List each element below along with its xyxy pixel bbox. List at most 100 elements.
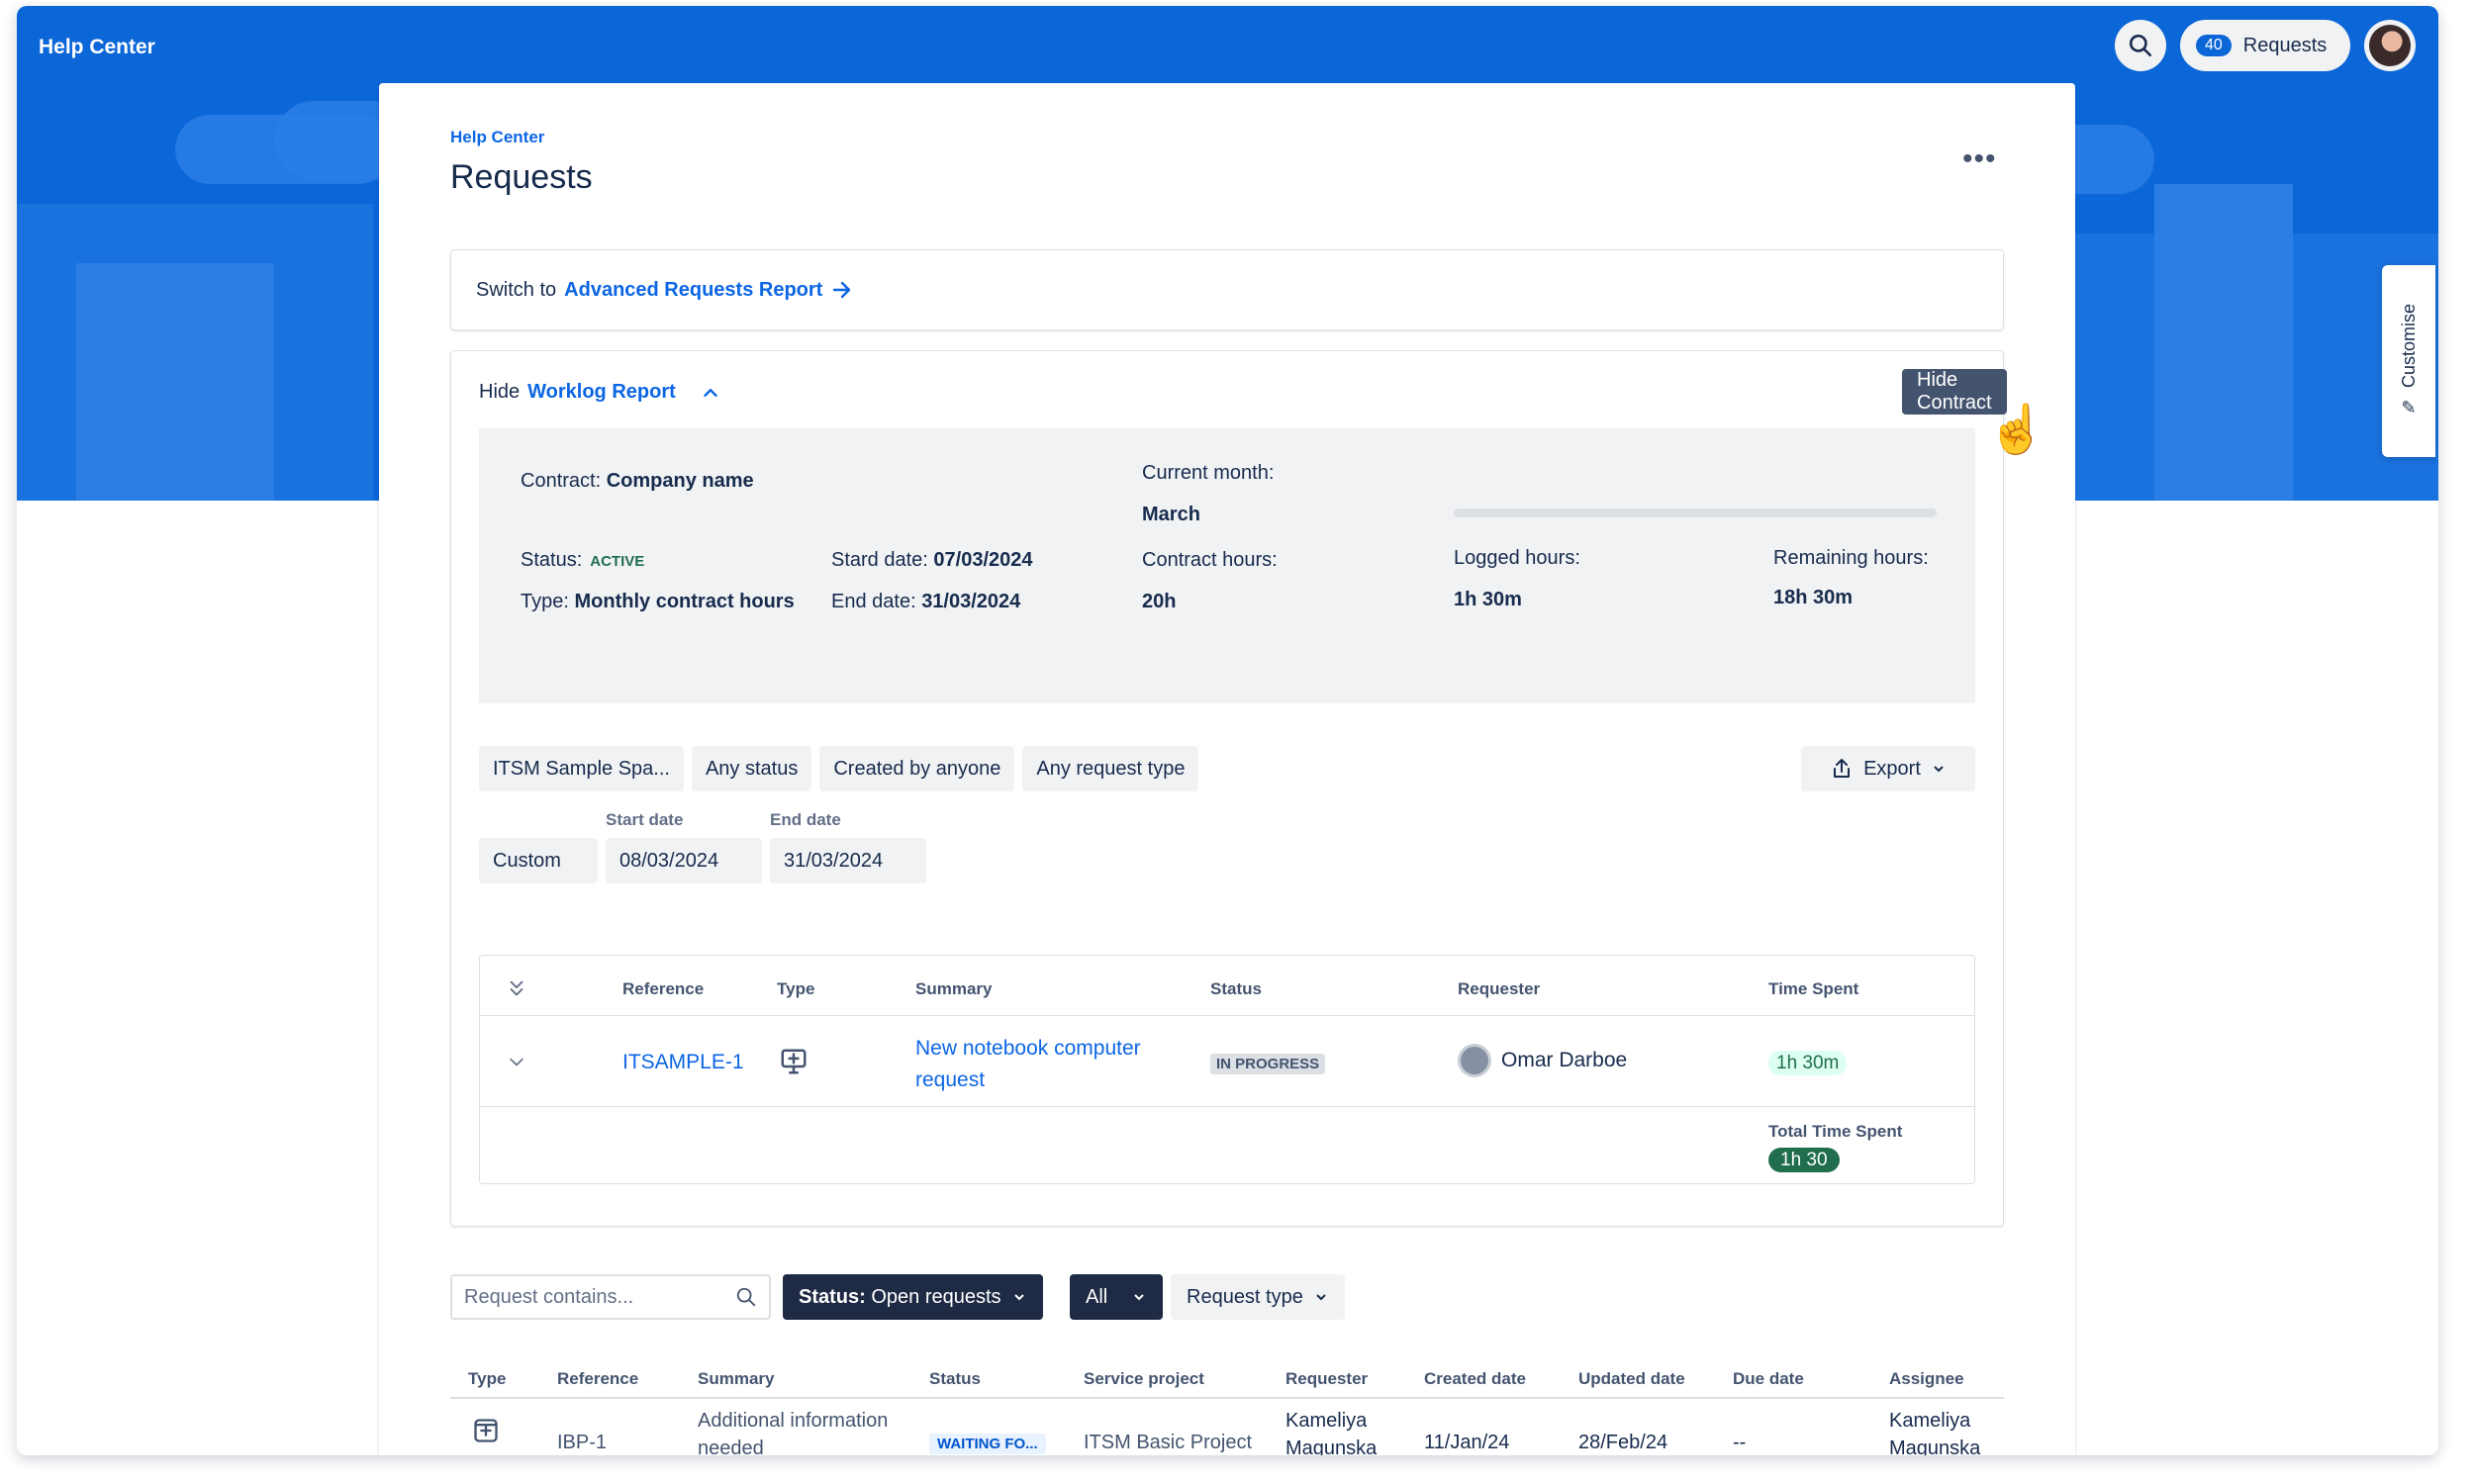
- summary-line-1: Additional information: [698, 1410, 889, 1432]
- status-filter-label: Status:: [799, 1285, 866, 1308]
- summary-line-2: request: [915, 1068, 986, 1091]
- col-status: Status: [929, 1369, 981, 1388]
- contract-hours-label: Contract hours:: [1142, 549, 1278, 571]
- customise-tab[interactable]: Customise ✎: [2382, 265, 2435, 457]
- row-reference-link[interactable]: ITSAMPLE-1: [622, 1051, 744, 1073]
- brand-title[interactable]: Help Center: [39, 36, 155, 58]
- chevron-up-icon[interactable]: [698, 382, 723, 404]
- worklog-panel: Hide Worklog Report Hide Contract ☝ Cont…: [450, 350, 2046, 1227]
- request-created: 11/Jan/24: [1424, 1432, 1510, 1453]
- status-dropdown[interactable]: Status: Open requests: [783, 1274, 1043, 1320]
- col-type: Type: [468, 1369, 507, 1388]
- contract-summary: Contract: Company name Status: ACTIVE Typ…: [479, 428, 1975, 703]
- col-summary: Summary: [915, 979, 993, 998]
- breadcrumb[interactable]: Help Center: [450, 128, 545, 146]
- search-button[interactable]: [2115, 20, 2166, 71]
- main-card: Help Center Requests ••• Switch to Advan…: [379, 83, 2075, 1455]
- requests-header-divider: [450, 1397, 2004, 1399]
- search-icon: [736, 1287, 756, 1307]
- export-button[interactable]: Export: [1801, 746, 1975, 791]
- hide-contract-button[interactable]: Hide Contract: [1902, 369, 2007, 415]
- customise-label: Customise: [2398, 303, 2419, 389]
- status-filter[interactable]: Any status: [691, 746, 812, 791]
- start-date-caption: Start date: [606, 810, 684, 829]
- chevron-down-icon[interactable]: [506, 1053, 527, 1072]
- request-type-dropdown[interactable]: Request type: [1171, 1274, 1345, 1320]
- date-range-row: Custom 08/03/2024 31/03/2024: [479, 838, 926, 883]
- col-reference: Reference: [622, 979, 705, 998]
- requests-button[interactable]: 40 Requests: [2180, 20, 2350, 71]
- all-dropdown[interactable]: All: [1070, 1274, 1164, 1320]
- header-divider: [480, 1015, 1974, 1016]
- chevron-down-icon: [1013, 1294, 1024, 1301]
- end-date-input[interactable]: 31/03/2024: [770, 838, 926, 883]
- arrow-right-icon[interactable]: [830, 278, 854, 302]
- user-avatar[interactable]: [2364, 20, 2416, 71]
- end-date-value: 31/03/2024: [921, 591, 1021, 612]
- requests-label: Requests: [2242, 34, 2328, 56]
- contract-status-field: Status: ACTIVE: [521, 549, 644, 572]
- logged-hours-label: Logged hours:: [1454, 547, 1580, 569]
- status-filter-value: Open requests: [871, 1285, 1001, 1308]
- pencil-icon: ✎: [2401, 398, 2417, 418]
- expand-all-icon[interactable]: [506, 975, 527, 1001]
- start-date-input[interactable]: 08/03/2024: [606, 838, 762, 883]
- end-date-caption: End date: [770, 810, 841, 829]
- hours-progress-bar: [1454, 509, 1937, 517]
- requester-line-2: Magunska: [1285, 1438, 1378, 1455]
- contract-type-field: Type: Monthly contract hours: [521, 591, 795, 613]
- all-filter-label: All: [1086, 1285, 1108, 1308]
- requests-count-badge: 40: [2196, 35, 2232, 56]
- request-status: WAITING FO...: [929, 1429, 1046, 1455]
- total-time-label: Total Time Spent: [1768, 1122, 1903, 1141]
- worklog-title[interactable]: Worklog Report: [527, 381, 676, 403]
- summary-line-1: New notebook computer: [915, 1037, 1141, 1060]
- col-created-date[interactable]: Created date: [1424, 1369, 1526, 1388]
- row-requester[interactable]: Omar Darboe: [1458, 1044, 1627, 1077]
- row-summary-link[interactable]: New notebook computer request: [915, 1033, 1141, 1096]
- requester-line-1: Kameliya: [1285, 1410, 1368, 1432]
- advanced-report-link[interactable]: Advanced Requests Report: [564, 278, 823, 301]
- request-type-filter[interactable]: Any request type: [1022, 746, 1199, 791]
- contract-hours-value: 20h: [1142, 591, 1177, 612]
- request-updated: 28/Feb/24: [1578, 1432, 1668, 1453]
- date-preset-select[interactable]: Custom: [479, 838, 598, 883]
- current-month-label: Current month:: [1142, 462, 1275, 484]
- assignee-line-2: Magunska: [1889, 1438, 1981, 1455]
- end-date-label: End date:: [831, 591, 916, 612]
- page-title: Requests: [450, 158, 593, 196]
- col-assignee[interactable]: Assignee: [1889, 1369, 1964, 1388]
- row-divider: [480, 1106, 1974, 1107]
- assignee-line-1: Kameliya: [1889, 1410, 1971, 1432]
- more-options-button[interactable]: •••: [1962, 142, 1997, 175]
- col-type: Type: [777, 979, 815, 998]
- share-icon: [1834, 759, 1851, 778]
- summary-line-2: needed: [698, 1438, 764, 1455]
- add-square-icon: [474, 1419, 498, 1442]
- current-month-value: March: [1142, 504, 1200, 525]
- request-requester: Kameliya Magunska: [1285, 1407, 1377, 1455]
- total-time-pill: 1h 30: [1768, 1148, 1840, 1172]
- request-summary[interactable]: Additional information needed: [698, 1407, 888, 1455]
- col-due-date[interactable]: Due date: [1733, 1369, 1804, 1388]
- chevron-down-icon: [1134, 1294, 1144, 1301]
- col-reference[interactable]: Reference: [557, 1369, 639, 1388]
- creator-filter[interactable]: Created by anyone: [819, 746, 1015, 791]
- type-value: Monthly contract hours: [574, 591, 795, 612]
- chevron-down-icon: [1934, 766, 1944, 773]
- chevron-down-icon: [1316, 1294, 1326, 1301]
- project-filter[interactable]: ITSM Sample Spa...: [479, 746, 684, 791]
- request-search-input[interactable]: Request contains...: [450, 1274, 771, 1320]
- row-time-spent: 1h 30m: [1768, 1051, 1848, 1075]
- status-lozenge: WAITING FO...: [929, 1434, 1046, 1454]
- request-reference[interactable]: IBP-1: [557, 1432, 608, 1453]
- col-requester[interactable]: Requester: [1285, 1369, 1369, 1388]
- worklog-filters: ITSM Sample Spa... Any status Created by…: [479, 746, 1199, 791]
- worklog-toggle[interactable]: Hide Worklog Report: [479, 381, 723, 404]
- hours-progress-fill: [1454, 509, 1490, 517]
- col-updated-date[interactable]: Updated date: [1578, 1369, 1685, 1388]
- type-label: Type:: [521, 591, 569, 612]
- person-icon: [1458, 1044, 1491, 1077]
- search-icon: [2129, 34, 2152, 57]
- contract-value: Company name: [606, 470, 754, 492]
